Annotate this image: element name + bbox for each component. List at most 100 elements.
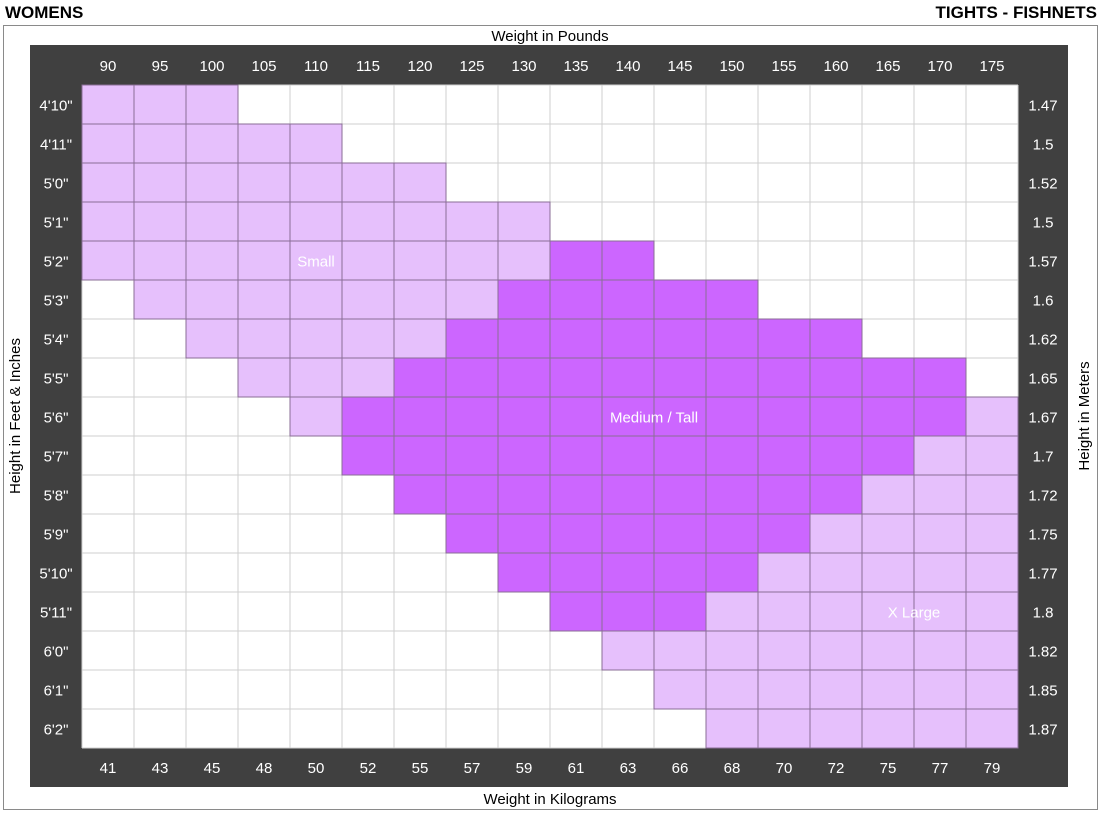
- cell-medium-tall: [497, 357, 551, 398]
- cell-small: [445, 201, 499, 242]
- cell-small: [185, 201, 239, 242]
- cell-medium-tall: [497, 318, 551, 359]
- x-axis-top-label: Weight in Pounds: [491, 28, 608, 45]
- cell-small: [445, 240, 499, 281]
- x-tick-pounds: 125: [459, 58, 484, 75]
- cell-medium-tall: [445, 513, 499, 554]
- cell-x-large: [965, 708, 1019, 749]
- cell-x-large: [757, 552, 811, 593]
- cell-small: [81, 240, 135, 281]
- cell-medium-tall: [653, 474, 707, 515]
- cell-medium-tall: [757, 357, 811, 398]
- y-tick-meters: 1.85: [1028, 683, 1057, 700]
- cell-x-large: [965, 474, 1019, 515]
- y-tick-meters: 1.77: [1028, 566, 1057, 583]
- cell-x-large: [913, 435, 967, 476]
- x-tick-pounds: 95: [152, 58, 169, 75]
- x-tick-kilograms: 70: [776, 760, 793, 777]
- y-tick-feet-inches: 5'9": [44, 527, 69, 544]
- cell-small: [185, 84, 239, 125]
- cell-small: [237, 318, 291, 359]
- y-tick-meters: 1.52: [1028, 176, 1057, 193]
- x-tick-pounds: 110: [304, 58, 328, 75]
- cell-x-large: [809, 708, 863, 749]
- size-label-x-large: X Large: [888, 605, 941, 622]
- cell-x-large: [861, 630, 915, 671]
- cell-medium-tall: [497, 435, 551, 476]
- cell-small: [393, 201, 447, 242]
- cell-medium-tall: [445, 318, 499, 359]
- cell-small: [289, 318, 343, 359]
- cell-x-large: [809, 669, 863, 710]
- cell-x-large: [861, 708, 915, 749]
- cell-medium-tall: [601, 435, 655, 476]
- cell-medium-tall: [549, 435, 603, 476]
- x-tick-kilograms: 63: [620, 760, 637, 777]
- cell-medium-tall: [445, 396, 499, 437]
- cell-small: [237, 123, 291, 164]
- x-tick-kilograms: 75: [880, 760, 897, 777]
- cell-medium-tall: [601, 513, 655, 554]
- y-tick-meters: 1.72: [1028, 488, 1057, 505]
- y-tick-meters: 1.6: [1033, 293, 1054, 310]
- cell-medium-tall: [549, 240, 603, 281]
- cell-medium-tall: [705, 435, 759, 476]
- cell-x-large: [601, 630, 655, 671]
- cell-medium-tall: [549, 552, 603, 593]
- y-tick-feet-inches: 5'7": [44, 449, 69, 466]
- x-tick-kilograms: 50: [308, 760, 325, 777]
- cell-small: [185, 123, 239, 164]
- cell-medium-tall: [861, 396, 915, 437]
- x-tick-kilograms: 57: [464, 760, 481, 777]
- cell-small: [185, 318, 239, 359]
- cell-small: [81, 123, 135, 164]
- cell-small: [341, 201, 395, 242]
- header-left-title: WOMENS: [5, 3, 84, 22]
- cell-small: [393, 240, 447, 281]
- cell-small: [393, 318, 447, 359]
- x-tick-kilograms: 48: [256, 760, 273, 777]
- cell-medium-tall: [549, 357, 603, 398]
- cell-x-large: [913, 630, 967, 671]
- header-right-title: TIGHTS - FISHNETS: [935, 3, 1098, 22]
- cell-x-large: [965, 669, 1019, 710]
- cell-x-large: [965, 513, 1019, 554]
- x-tick-kilograms: 68: [724, 760, 741, 777]
- x-axis-bottom-label: Weight in Kilograms: [483, 791, 616, 808]
- cell-x-large: [809, 552, 863, 593]
- cell-medium-tall: [705, 513, 759, 554]
- cell-small: [393, 279, 447, 320]
- cell-x-large: [861, 552, 915, 593]
- cell-medium-tall: [913, 357, 967, 398]
- y-tick-feet-inches: 5'8": [44, 488, 69, 505]
- cell-medium-tall: [601, 552, 655, 593]
- x-tick-kilograms: 55: [412, 760, 429, 777]
- cell-medium-tall: [705, 396, 759, 437]
- cell-medium-tall: [757, 513, 811, 554]
- cell-small: [237, 240, 291, 281]
- cell-small: [81, 84, 135, 125]
- cell-small: [289, 162, 343, 203]
- cell-medium-tall: [549, 474, 603, 515]
- x-tick-pounds: 100: [199, 58, 224, 75]
- cell-medium-tall: [705, 279, 759, 320]
- cell-x-large: [965, 435, 1019, 476]
- cell-x-large: [861, 513, 915, 554]
- cell-small: [81, 201, 135, 242]
- cell-x-large: [913, 669, 967, 710]
- cell-medium-tall: [445, 474, 499, 515]
- size-labels: Small Medium / Tall X Large: [297, 254, 940, 622]
- cell-medium-tall: [601, 591, 655, 632]
- cell-x-large: [705, 708, 759, 749]
- cell-x-large: [809, 591, 863, 632]
- cell-small: [341, 162, 395, 203]
- cell-medium-tall: [809, 435, 863, 476]
- y-tick-meters: 1.47: [1028, 98, 1057, 115]
- x-tick-pounds: 140: [615, 58, 640, 75]
- size-label-medium-tall: Medium / Tall: [610, 410, 698, 427]
- cell-medium-tall: [497, 474, 551, 515]
- cell-small: [341, 240, 395, 281]
- cell-medium-tall: [809, 357, 863, 398]
- cell-medium-tall: [861, 435, 915, 476]
